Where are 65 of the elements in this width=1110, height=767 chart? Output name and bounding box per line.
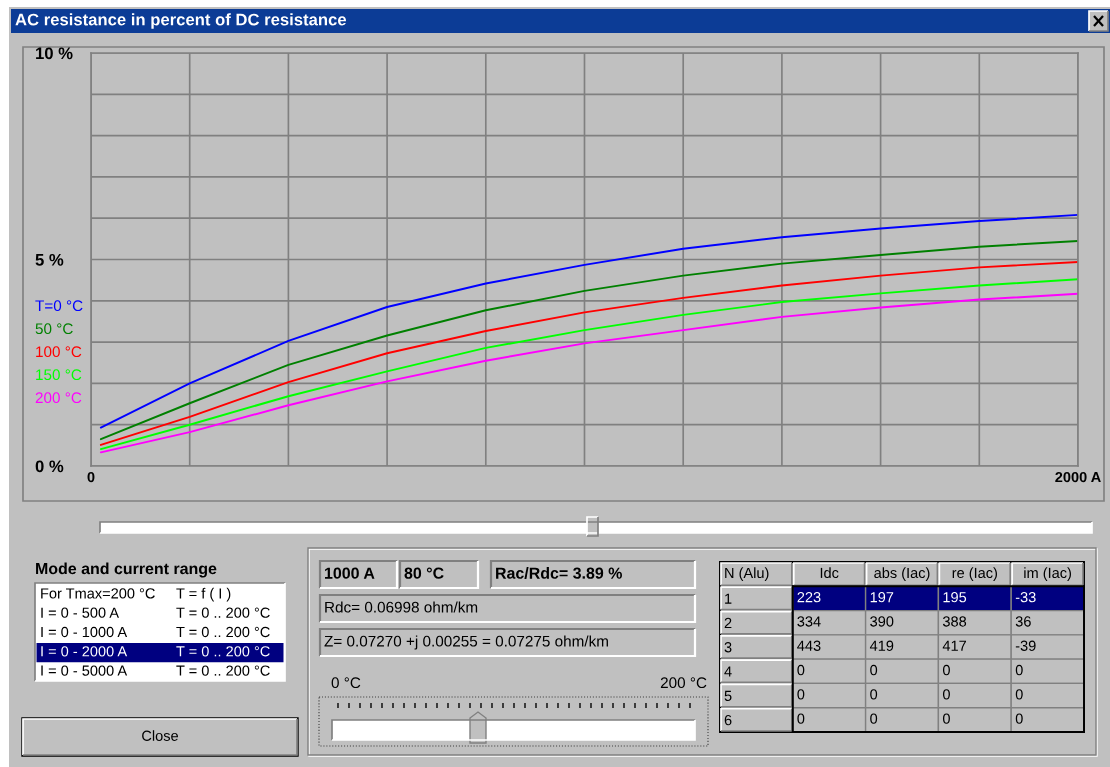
y-axis-title: N (Alu)	[725, 567, 769, 581]
data-label: 0	[797, 664, 805, 676]
data-label: -39	[1015, 640, 1036, 651]
text: Rdc= 0.06998 ohm/km	[325, 601, 478, 613]
text: T = 0 .. 200 °C	[176, 626, 270, 638]
y-tick-label: 2	[724, 617, 732, 628]
x-tick-label: Idc	[820, 567, 839, 579]
data-label: 334	[797, 616, 821, 627]
y-tick-label: 6	[724, 714, 732, 726]
text: Rac/Rdc= 3.89 %	[496, 567, 622, 579]
data-label: 390	[870, 616, 894, 627]
text: I = 0 - 500 A	[41, 607, 120, 618]
text: Mode and current range	[36, 562, 217, 578]
text: 1000 A	[325, 567, 375, 579]
x-tick-label: 2000 A	[1055, 471, 1101, 483]
y-tick-label: 5	[724, 690, 732, 701]
data-label: 0	[1015, 713, 1023, 724]
data-label: 0	[1015, 664, 1023, 676]
data-label: 0	[870, 713, 878, 724]
x-tick-label: im (Iac)	[1024, 567, 1071, 581]
y-tick-label: 5 %	[35, 253, 64, 266]
data-label: 0	[797, 713, 805, 724]
data-label: 223	[797, 592, 821, 603]
data-label: -33	[1015, 592, 1036, 603]
text: T = 0 .. 200 °C	[176, 665, 270, 676]
data-label: 388	[942, 616, 967, 627]
text: T = 0 .. 200 °C	[176, 646, 270, 657]
x-tick-label: abs (Iac)	[874, 567, 930, 581]
text: 150 °C	[36, 369, 82, 381]
text: I = 0 - 5000 A	[41, 665, 128, 676]
data-label: 197	[870, 592, 894, 603]
y-tick-label: 3	[724, 642, 732, 653]
chart-title: AC resistance in percent of DC resistance	[15, 13, 347, 29]
text: 200 °C	[660, 677, 707, 689]
text: Close	[142, 730, 178, 741]
y-tick-label: 1	[725, 593, 732, 604]
line-series	[99, 213, 1078, 429]
data-label: 419	[869, 640, 894, 651]
text: 100 °C	[36, 346, 82, 358]
text: T=0 °C	[35, 300, 83, 312]
data-label: 443	[797, 640, 821, 651]
x-tick-label: re (Iac)	[952, 567, 997, 581]
y-tick-label: 0 %	[35, 460, 64, 473]
data-label: 0	[870, 664, 878, 676]
text: Z= 0.07270 +j 0.00255 = 0.07275 ohm/km	[324, 635, 608, 650]
data-label: 0	[942, 713, 950, 724]
data-label: 0	[942, 664, 950, 676]
y-tick-label: 10 %	[36, 47, 73, 60]
data-label: 0	[1015, 689, 1023, 700]
data-label: 0	[942, 689, 950, 700]
text: I = 0 - 1000 A	[41, 626, 128, 638]
text: I = 0 - 2000 A	[41, 646, 128, 657]
text: 0 °C	[331, 677, 361, 689]
text: For Tmax=200 °C	[41, 588, 155, 599]
text: 50 °C	[35, 323, 73, 335]
data-label: 0	[870, 689, 878, 700]
text: 80 °C	[404, 567, 444, 579]
data-label: 417	[942, 640, 966, 651]
data-label: 0	[797, 689, 805, 700]
text: T = 0 .. 200 °C	[176, 607, 270, 618]
text: 200 °C	[35, 392, 82, 404]
text: T = f ( I )	[176, 587, 231, 602]
y-tick-label: 4	[724, 666, 732, 677]
data-label: 36	[1015, 616, 1031, 627]
data-label: 195	[943, 592, 967, 603]
